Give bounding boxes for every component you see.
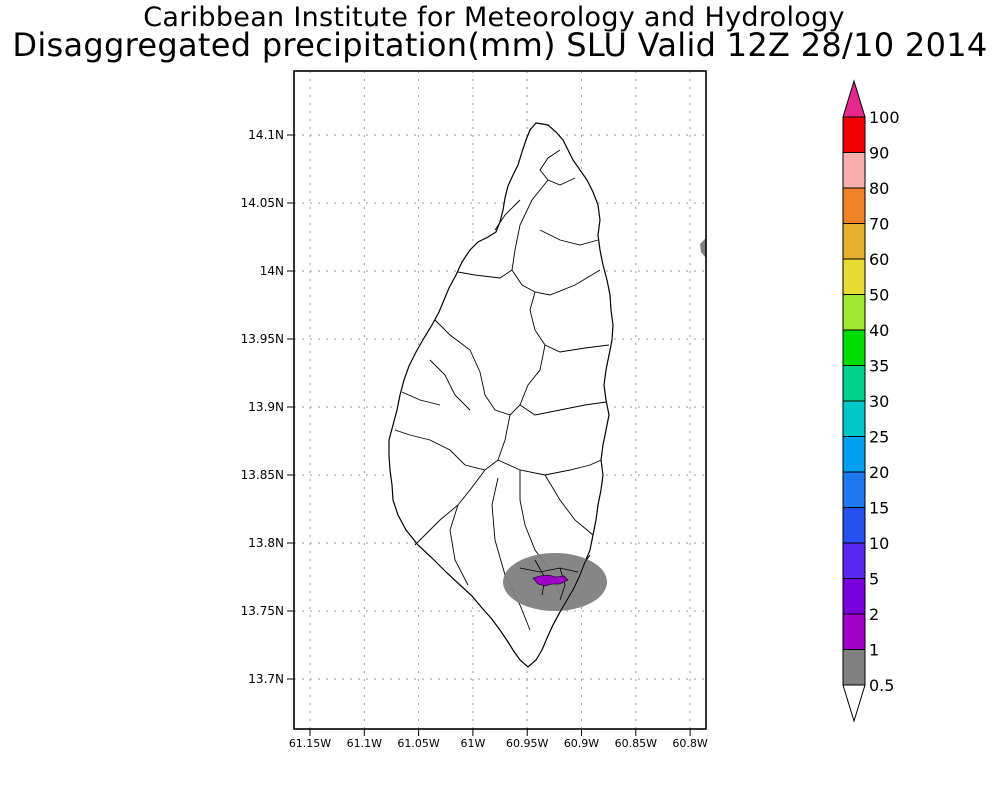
- colorbar-segment: [842, 649, 866, 686]
- colorbar-segment: [842, 152, 866, 189]
- colorbar-label: 50: [869, 286, 889, 305]
- colorbar-segment: [842, 542, 866, 579]
- colorbar-label: 15: [869, 499, 889, 518]
- colorbar-label: 0.5: [869, 676, 894, 695]
- colorbar-segment: [842, 116, 866, 153]
- lat-tick-label: 13.9N: [248, 400, 284, 414]
- colorbar-segment: [842, 471, 866, 508]
- lat-tick-label: 14.1N: [248, 128, 284, 142]
- island-edge-in-precip: [552, 554, 591, 626]
- colorbar-segment: [842, 294, 866, 331]
- colorbar-segment: [842, 507, 866, 544]
- colorbar-label: 70: [869, 215, 889, 234]
- lon-tick-label: 60.85W: [615, 737, 657, 750]
- colorbar-segment: [842, 436, 866, 473]
- lon-tick-label: 61.1W: [347, 737, 382, 750]
- colorbar-label: 40: [869, 321, 889, 340]
- lon-tick-label: 61.15W: [289, 737, 331, 750]
- colorbar-label: 30: [869, 392, 889, 411]
- lat-tick-label: 13.85N: [241, 468, 284, 482]
- colorbar-segment: [842, 258, 866, 295]
- lon-tick-label: 60.9W: [564, 737, 599, 750]
- neighbour-island-edge: [700, 238, 706, 258]
- watershed-boundaries: [394, 149, 610, 631]
- saint-lucia-island: [388, 122, 614, 668]
- precip-area-1mm: [532, 574, 569, 587]
- colorbar-segment: [842, 329, 866, 366]
- colorbar-label: 80: [869, 179, 889, 198]
- colorbar-label: 10: [869, 534, 889, 553]
- lon-tick-label: 60.95W: [506, 737, 548, 750]
- chart-subtitle: Disaggregated precipitation(mm) SLU Vali…: [12, 26, 988, 64]
- colorbar-segment: [842, 187, 866, 224]
- lat-tick-label: 13.8N: [248, 536, 284, 550]
- colorbar-over-triangle: [842, 79, 866, 118]
- lat-tick-label: 13.7N: [248, 672, 284, 686]
- colorbar-segment: [842, 400, 866, 437]
- chart-title: Caribbean Institute for Meteorology and …: [143, 2, 845, 33]
- lat-tick-label: 14.05N: [241, 196, 284, 210]
- longitude-axis: 61.15W 61.1W 61.05W 61W 60.95W 60.9W 60.85W 60.…: [289, 729, 708, 750]
- lat-tick-label: 13.95N: [241, 332, 284, 346]
- colorbar-under-triangle: [842, 684, 866, 723]
- map-frame: [293, 70, 707, 730]
- colorbar-label: 2: [869, 605, 879, 624]
- colorbar-label: 20: [869, 463, 889, 482]
- lat-tick-label: 13.75N: [241, 604, 284, 618]
- lon-tick-label: 61.05W: [397, 737, 439, 750]
- lat-tick-label: 14N: [260, 264, 284, 278]
- colorbar-segment: [842, 613, 866, 650]
- colorbar-label: 60: [869, 250, 889, 269]
- lon-tick-label: 61W: [460, 737, 485, 750]
- colorbar-label: 25: [869, 428, 889, 447]
- colorbar-segment: [842, 365, 866, 402]
- colorbar-segment: [842, 578, 866, 615]
- colorbar-label: 5: [869, 570, 879, 589]
- lon-tick-label: 60.8W: [672, 737, 707, 750]
- latitude-axis: 14.1N 14.05N 14N 13.95N 13.9N 13.85N 13.8N 13.7…: [241, 128, 294, 686]
- colorbar-segment: [842, 223, 866, 260]
- colorbar-label: 1: [869, 641, 879, 660]
- colorbar-label: 100: [869, 108, 900, 127]
- colorbar-label: 35: [869, 357, 889, 376]
- colorbar-label: 90: [869, 144, 889, 163]
